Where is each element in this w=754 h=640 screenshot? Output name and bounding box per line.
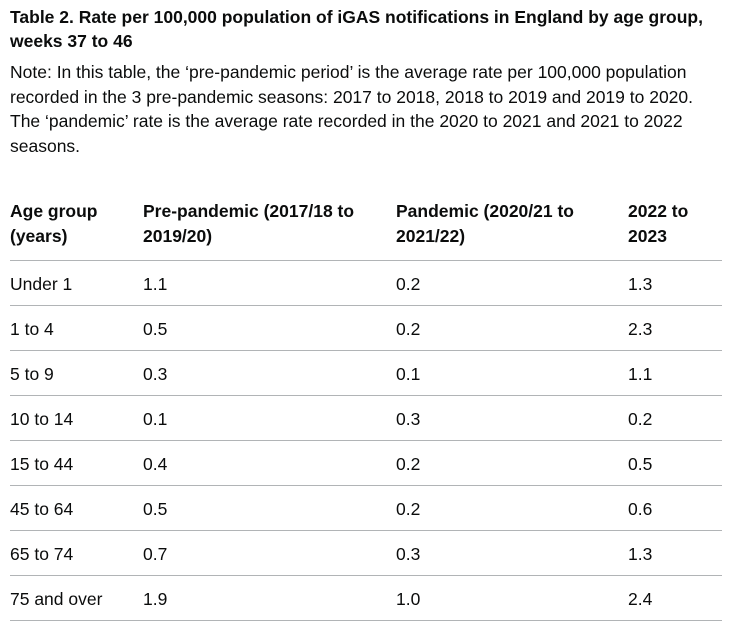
cell-pandemic: 0.2 bbox=[396, 440, 628, 486]
cell-2022-to-2023: 0.5 bbox=[628, 440, 722, 486]
table-row: 65 to 74 0.7 0.3 1.3 bbox=[10, 530, 722, 576]
column-header-pre-pandemic: Pre-pandemic (2017/18 to 2019/20) bbox=[143, 195, 396, 261]
table-row: 10 to 14 0.1 0.3 0.2 bbox=[10, 395, 722, 441]
cell-pandemic: 1.0 bbox=[396, 575, 628, 621]
table-caption-title: Table 2. Rate per 100,000 population of … bbox=[10, 7, 703, 51]
column-header-pandemic: Pandemic (2020/21 to 2021/22) bbox=[396, 195, 628, 261]
cell-pre-pandemic: 0.1 bbox=[143, 395, 396, 441]
cell-pre-pandemic: 0.4 bbox=[143, 440, 396, 486]
table-row: 15 to 44 0.4 0.2 0.5 bbox=[10, 440, 722, 486]
cell-pre-pandemic: 0.3 bbox=[143, 350, 396, 396]
cell-age-group: 10 to 14 bbox=[10, 395, 143, 441]
cell-age-group: Under 1 bbox=[10, 260, 143, 306]
cell-pandemic: 0.2 bbox=[396, 305, 628, 351]
table-header-row: Age group (years) Pre-pandemic (2017/18 … bbox=[10, 195, 722, 261]
cell-2022-to-2023: 1.3 bbox=[628, 530, 722, 576]
cell-age-group: 45 to 64 bbox=[10, 485, 143, 531]
cell-age-group: 1 to 4 bbox=[10, 305, 143, 351]
cell-2022-to-2023: 2.3 bbox=[628, 305, 722, 351]
cell-2022-to-2023: 1.1 bbox=[628, 350, 722, 396]
cell-2022-to-2023: 1.3 bbox=[628, 260, 722, 306]
cell-2022-to-2023: 0.2 bbox=[628, 395, 722, 441]
table-row: 5 to 9 0.3 0.1 1.1 bbox=[10, 350, 722, 396]
table-row: 45 to 64 0.5 0.2 0.6 bbox=[10, 485, 722, 531]
table-container: Table 2. Rate per 100,000 population of … bbox=[10, 5, 722, 621]
cell-pandemic: 0.1 bbox=[396, 350, 628, 396]
column-header-2022-to-2023: 2022 to 2023 bbox=[628, 195, 722, 261]
cell-pandemic: 0.3 bbox=[396, 530, 628, 576]
cell-age-group: 75 and over bbox=[10, 575, 143, 621]
cell-2022-to-2023: 0.6 bbox=[628, 485, 722, 531]
cell-pre-pandemic: 0.5 bbox=[143, 485, 396, 531]
cell-pre-pandemic: 1.9 bbox=[143, 575, 396, 621]
column-header-age-group: Age group (years) bbox=[10, 195, 143, 261]
cell-pre-pandemic: 1.1 bbox=[143, 260, 396, 306]
table-row: 1 to 4 0.5 0.2 2.3 bbox=[10, 305, 722, 351]
cell-pandemic: 0.2 bbox=[396, 485, 628, 531]
cell-pre-pandemic: 0.5 bbox=[143, 305, 396, 351]
cell-pandemic: 0.3 bbox=[396, 395, 628, 441]
cell-2022-to-2023: 2.4 bbox=[628, 575, 722, 621]
cell-pre-pandemic: 0.7 bbox=[143, 530, 396, 576]
table-row: 75 and over 1.9 1.0 2.4 bbox=[10, 575, 722, 621]
cell-age-group: 15 to 44 bbox=[10, 440, 143, 486]
igas-rate-table: Age group (years) Pre-pandemic (2017/18 … bbox=[10, 195, 722, 621]
table-caption-note: Note: In this table, the ‘pre-pandemic p… bbox=[10, 62, 694, 156]
cell-pandemic: 0.2 bbox=[396, 260, 628, 306]
table-row: Under 1 1.1 0.2 1.3 bbox=[10, 260, 722, 306]
cell-age-group: 5 to 9 bbox=[10, 350, 143, 396]
cell-age-group: 65 to 74 bbox=[10, 530, 143, 576]
